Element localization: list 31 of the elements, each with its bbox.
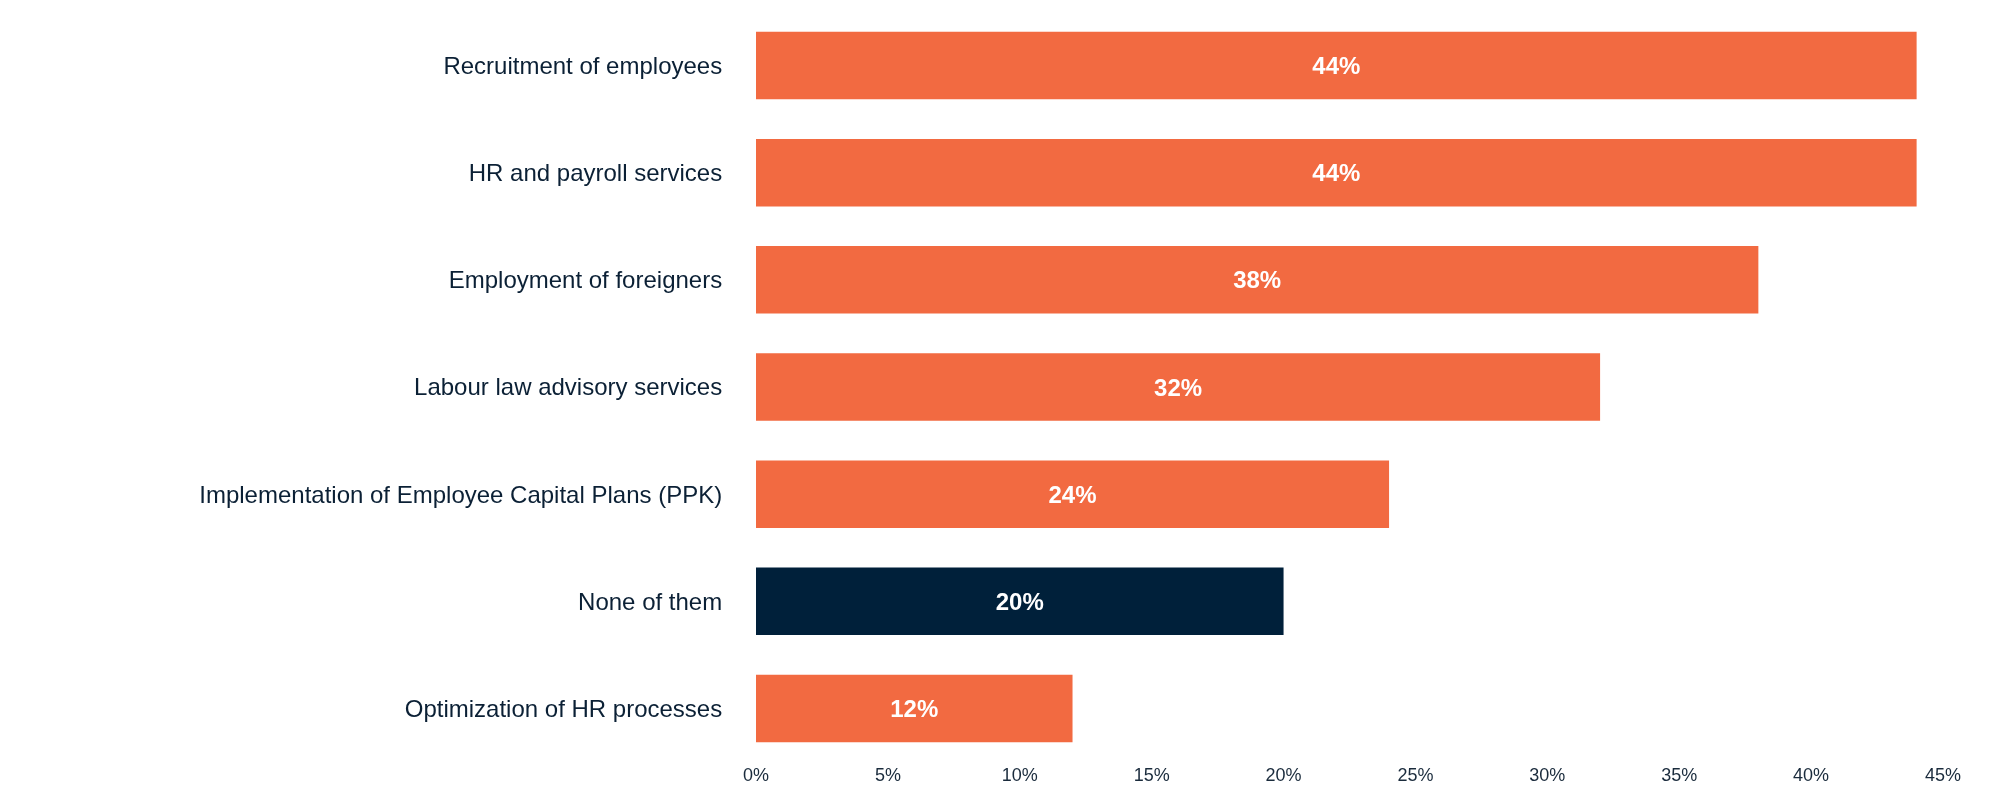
y-tick-label: Implementation of Employee Capital Plans (PPK)	[199, 480, 723, 508]
data-label: 20%	[995, 587, 1044, 615]
y-tick-label: Recruitment of employees	[443, 51, 723, 79]
x-tick-label: 20%	[1265, 765, 1302, 785]
y-tick-label: Employment of foreigners	[448, 266, 723, 294]
data-label: 38%	[1233, 266, 1282, 294]
data-label: 12%	[890, 694, 939, 722]
y-tick-label: Optimization of HR processes	[404, 694, 723, 722]
x-tick-label: 5%	[874, 765, 901, 785]
bar	[756, 353, 1601, 421]
bar	[756, 460, 1390, 528]
bar	[756, 567, 1284, 636]
bar	[756, 31, 1917, 100]
data-label: 32%	[1154, 373, 1203, 401]
x-tick-label: 10%	[1001, 765, 1038, 785]
y-tick-label: Labour law advisory services	[414, 373, 723, 401]
x-tick-label: 30%	[1529, 765, 1566, 785]
bar	[756, 138, 1917, 207]
x-tick-label: 25%	[1397, 765, 1434, 785]
x-tick-label: 0%	[742, 765, 770, 785]
x-tick-label: 35%	[1661, 765, 1698, 785]
bar	[756, 674, 1073, 743]
y-tick-label: HR and payroll services	[468, 159, 723, 187]
data-label: 44%	[1312, 159, 1361, 187]
y-tick-label: None of them	[578, 587, 723, 615]
data-label: 44%	[1312, 52, 1361, 80]
bar	[756, 246, 1759, 314]
x-tick-label: 45%	[1924, 765, 1962, 785]
data-label: 24%	[1048, 480, 1097, 508]
x-tick-label: 40%	[1793, 765, 1830, 785]
x-tick-label: 15%	[1133, 765, 1170, 785]
